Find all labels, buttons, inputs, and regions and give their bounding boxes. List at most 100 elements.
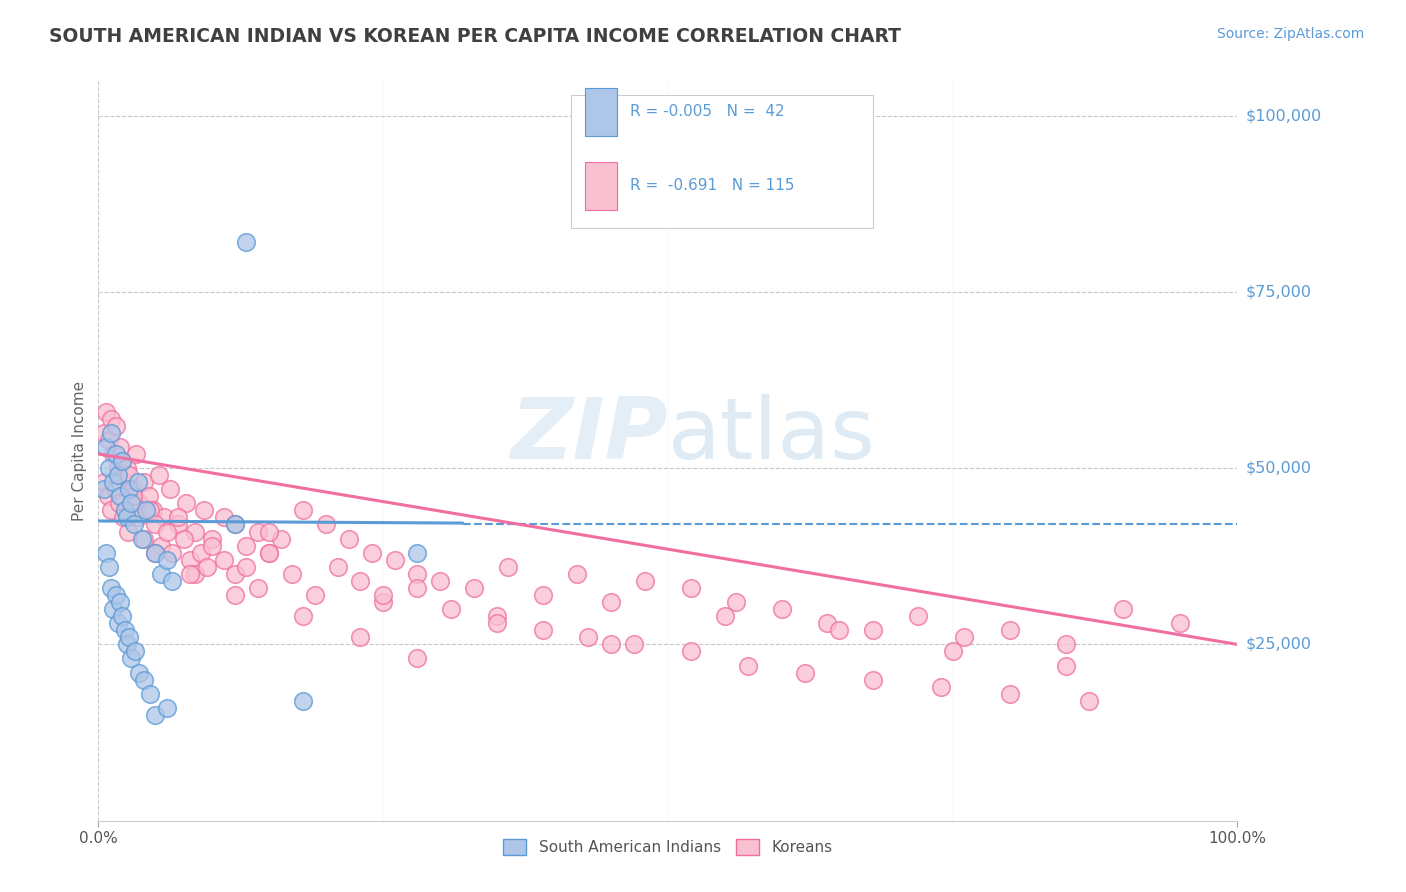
Point — [174, 496, 197, 510]
Point — [259, 524, 281, 539]
Point — [193, 503, 215, 517]
Point — [104, 447, 127, 461]
Point — [486, 616, 509, 631]
Point — [246, 581, 269, 595]
Point — [406, 546, 429, 560]
Point — [679, 581, 702, 595]
Point — [115, 461, 138, 475]
Point — [815, 616, 838, 631]
Point — [224, 517, 246, 532]
Point — [184, 524, 207, 539]
Point — [100, 411, 122, 425]
Point — [103, 602, 125, 616]
Point — [406, 581, 429, 595]
Point — [100, 581, 122, 595]
Point — [371, 595, 394, 609]
Point — [156, 553, 179, 567]
Point — [179, 553, 201, 567]
Point — [120, 651, 142, 665]
Point — [201, 532, 224, 546]
Point — [907, 609, 929, 624]
Point — [304, 588, 326, 602]
Point — [224, 588, 246, 602]
Y-axis label: Per Capita Income: Per Capita Income — [72, 380, 87, 521]
Text: $50,000: $50,000 — [1246, 460, 1312, 475]
Point — [942, 644, 965, 658]
Point — [104, 418, 127, 433]
Point — [315, 517, 337, 532]
Point — [1078, 694, 1101, 708]
Point — [235, 235, 257, 250]
Point — [127, 475, 149, 490]
Point — [132, 673, 155, 687]
Point — [259, 546, 281, 560]
Point — [998, 687, 1021, 701]
Point — [184, 566, 207, 581]
Point — [862, 624, 884, 638]
Point — [135, 503, 157, 517]
Point — [93, 482, 115, 496]
Point — [349, 574, 371, 588]
Point — [326, 559, 349, 574]
Text: atlas: atlas — [668, 394, 876, 477]
Point — [179, 566, 201, 581]
Point — [440, 602, 463, 616]
Point — [150, 539, 173, 553]
Point — [100, 425, 122, 440]
Point — [623, 637, 645, 651]
Point — [1054, 637, 1078, 651]
Point — [349, 630, 371, 644]
Point — [138, 503, 160, 517]
Point — [148, 468, 170, 483]
Point — [93, 475, 115, 490]
Point — [998, 624, 1021, 638]
Point — [145, 546, 167, 560]
Point — [576, 630, 599, 644]
Point — [259, 546, 281, 560]
Point — [173, 532, 195, 546]
Point — [127, 510, 149, 524]
Point — [156, 524, 179, 539]
Point — [138, 687, 160, 701]
Point — [292, 694, 315, 708]
Point — [117, 524, 139, 539]
Point — [195, 559, 218, 574]
Point — [953, 630, 976, 644]
Point — [463, 581, 485, 595]
Point — [384, 553, 406, 567]
Point — [115, 510, 138, 524]
Point — [100, 503, 122, 517]
Point — [120, 496, 142, 510]
Text: ZIP: ZIP — [510, 394, 668, 477]
Point — [124, 644, 146, 658]
Point — [111, 454, 134, 468]
Point — [167, 517, 190, 532]
Point — [600, 637, 623, 651]
Point — [714, 609, 737, 624]
Point — [145, 517, 167, 532]
Point — [96, 405, 118, 419]
Point — [103, 475, 125, 490]
Point — [406, 566, 429, 581]
Point — [292, 503, 315, 517]
Point — [111, 454, 134, 468]
Point — [121, 482, 143, 496]
Point — [679, 644, 702, 658]
Text: R = -0.005   N =  42: R = -0.005 N = 42 — [630, 104, 785, 120]
Point — [371, 588, 394, 602]
Point — [107, 468, 129, 483]
Point — [107, 461, 129, 475]
Point — [224, 566, 246, 581]
Point — [96, 546, 118, 560]
Point — [96, 440, 118, 454]
Point — [531, 588, 554, 602]
Point — [125, 447, 148, 461]
Point — [406, 651, 429, 665]
Point — [104, 588, 127, 602]
Point — [142, 503, 165, 517]
Point — [565, 566, 588, 581]
Point — [1054, 658, 1078, 673]
Point — [122, 517, 145, 532]
Point — [150, 566, 173, 581]
Point — [737, 658, 759, 673]
